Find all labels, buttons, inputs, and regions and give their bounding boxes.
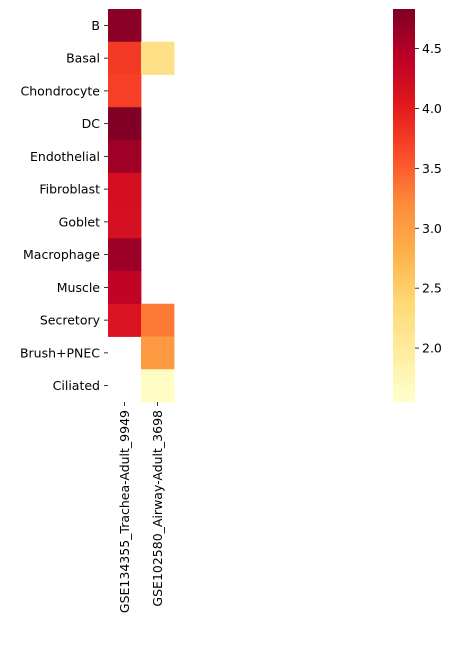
heatmap-cell xyxy=(141,41,175,75)
heatmap-cell xyxy=(108,41,142,75)
row-label: Fibroblast xyxy=(39,182,100,197)
heatmap-cell xyxy=(141,336,175,370)
column-label: GSE102580_Airway-Adult_3698 xyxy=(150,410,165,607)
row-label: Basal xyxy=(66,51,100,66)
heatmap-cell xyxy=(108,107,142,141)
column-label: GSE134355_Trachea-Adult_9949 xyxy=(117,410,132,613)
row-label: Brush+PNEC xyxy=(20,345,100,360)
row-label: Ciliated xyxy=(53,378,100,393)
heatmap-cell xyxy=(108,172,142,206)
row-label: Goblet xyxy=(59,214,100,229)
row-label: Endothelial xyxy=(30,149,100,164)
colorbar-tick-label: 3.0 xyxy=(422,221,442,236)
row-label: B xyxy=(91,18,100,33)
heatmap-cell xyxy=(108,74,142,108)
heatmap-cell xyxy=(141,369,175,403)
heatmap-cell xyxy=(108,140,142,174)
heatmap-cell xyxy=(108,205,142,239)
row-label: Secretory xyxy=(40,313,101,328)
heatmap-cell xyxy=(108,303,142,337)
heatmap-cell xyxy=(108,271,142,305)
row-tick-labels: B Basal Chondrocyte DC Endothelial Fibroblast… xyxy=(20,18,108,393)
colorbar-tick-label: 4.0 xyxy=(422,101,442,116)
row-label: Muscle xyxy=(57,280,101,295)
heatmap-cell xyxy=(108,238,142,272)
colorbar-tick-label: 4.5 xyxy=(422,41,442,56)
row-label: Macrophage xyxy=(23,247,100,262)
row-label: DC xyxy=(82,116,101,131)
heatmap-cell xyxy=(108,9,142,43)
colorbar: 2.0 2.5 3.0 3.5 4.0 4.5 xyxy=(393,9,442,402)
row-label: Chondrocyte xyxy=(20,83,100,98)
colorbar-tick-label: 2.5 xyxy=(422,281,442,296)
colorbar-gradient xyxy=(393,9,415,402)
heatmap-cells xyxy=(108,9,175,403)
colorbar-tick-label: 2.0 xyxy=(422,341,442,356)
colorbar-tick-label: 3.5 xyxy=(422,161,442,176)
column-tick-labels: GSE134355_Trachea-Adult_9949 GSE102580_Ai… xyxy=(117,402,165,613)
heatmap-cell xyxy=(141,303,175,337)
